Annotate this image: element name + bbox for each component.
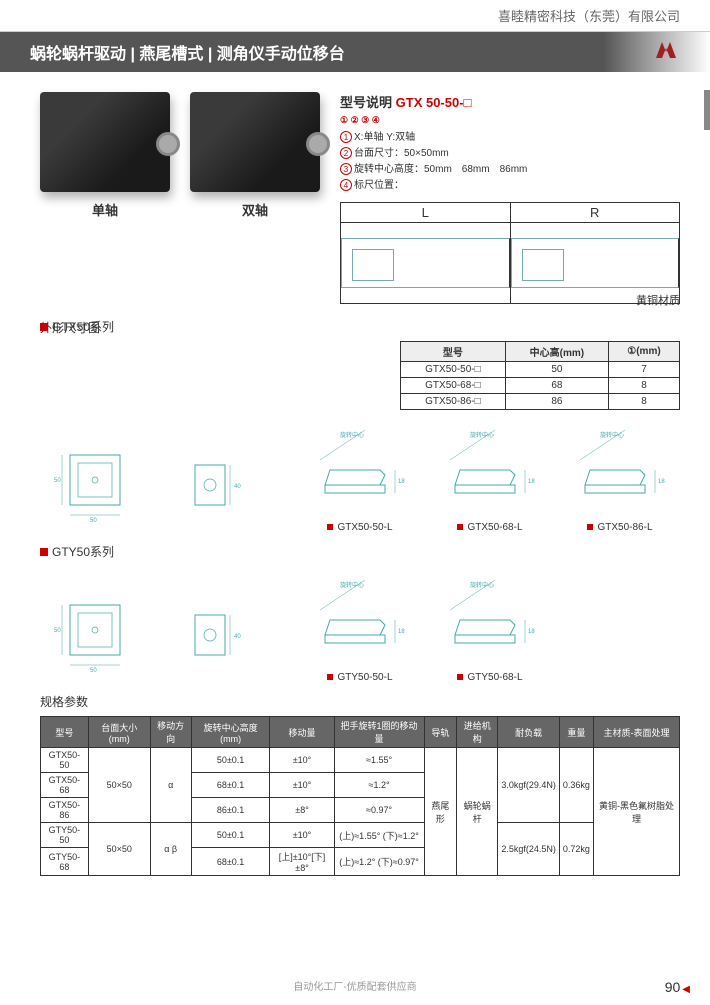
svg-text:18: 18	[398, 479, 405, 485]
mini-spec-table: 型号中心高(mm)①(mm)GTX50-50-□507GTX50-68-□688…	[400, 341, 680, 410]
technical-drawing: 40	[170, 440, 290, 533]
logo-icon	[652, 38, 680, 66]
lr-header-r: R	[511, 203, 680, 222]
svg-text:18: 18	[398, 629, 405, 635]
svg-text:18: 18	[658, 479, 665, 485]
page-title: 蜗轮蜗杆驱动 | 燕尾槽式 | 测角仪手动位移台	[30, 46, 345, 63]
technical-drawing: 40	[170, 590, 290, 683]
series-gty: GTY50系列	[40, 543, 680, 560]
title-bar: 蜗轮蜗杆驱动 | 燕尾槽式 | 测角仪手动位移台	[0, 32, 710, 72]
series-gtx-text: GTX50系列	[52, 320, 114, 334]
model-code: GTX 50-50-□	[396, 95, 472, 110]
technical-drawing: 18 旋转中心 GTY50-68-L	[430, 575, 550, 683]
svg-text:18: 18	[528, 479, 535, 485]
svg-text:18: 18	[528, 629, 535, 635]
svg-text:旋转中心: 旋转中心	[470, 431, 494, 439]
spec-label: 规格参数	[40, 693, 680, 710]
technical-drawing: 18 旋转中心 GTX50-86-L	[560, 425, 680, 533]
company-name: 喜睦精密科技（东莞）有限公司	[0, 0, 710, 32]
svg-text:40: 40	[234, 634, 241, 640]
gty-drawings-row: 50 50 40 18 旋转中心 GTY50-50-L 18 旋转中心 GTY5…	[40, 575, 680, 683]
svg-text:50: 50	[54, 478, 61, 484]
svg-text:旋转中心: 旋转中心	[600, 431, 624, 439]
product-image-dual	[190, 92, 320, 192]
technical-drawing: 18 旋转中心 GTX50-50-L	[300, 425, 420, 533]
technical-drawing: 18 旋转中心 GTY50-50-L	[300, 575, 420, 683]
svg-text:旋转中心: 旋转中心	[340, 431, 364, 439]
series-gty-text: GTY50系列	[52, 545, 114, 559]
product-image-single	[40, 92, 170, 192]
product-label-single: 单轴	[92, 200, 118, 219]
svg-text:40: 40	[234, 484, 241, 490]
svg-text:50: 50	[54, 628, 61, 634]
page-number: 90	[665, 979, 690, 995]
svg-text:旋转中心: 旋转中心	[470, 581, 494, 589]
model-subnums: ① ② ③ ④	[340, 115, 380, 125]
lr-header-l: L	[341, 203, 511, 222]
model-title: 型号说明 GTX 50-50-□ ① ② ③ ④	[340, 92, 680, 126]
model-lines: 1X:单轴 Y:双轴2台面尺寸：50×50mm3旋转中心高度：50mm 68mm…	[340, 130, 680, 194]
gtx-drawings-row: 50 50 40 18 旋转中心 GTX50-50-L 18 旋转中心 GTX5…	[40, 425, 680, 533]
lr-table: L R	[340, 202, 680, 304]
svg-text:50: 50	[90, 518, 97, 524]
schematic-l	[341, 238, 510, 288]
schematic-r	[511, 238, 680, 288]
side-marker	[704, 90, 710, 130]
product-label-dual: 双轴	[242, 200, 268, 219]
footer-text: 自动化工厂-优质配套供应商	[0, 978, 710, 993]
svg-text:50: 50	[90, 668, 97, 674]
technical-drawing: 50 50	[40, 590, 160, 683]
series-gtx: GTX50系列	[40, 318, 680, 335]
model-desc-label: 型号说明	[340, 95, 392, 110]
svg-text:旋转中心: 旋转中心	[340, 581, 364, 589]
technical-drawing: 18 旋转中心 GTX50-68-L	[430, 425, 550, 533]
spec-table: 型号台面大小(mm)移动方向旋转中心高度(mm)移动量把手旋转1圈的移动量导轨进…	[40, 716, 680, 876]
technical-drawing: 50 50	[40, 440, 160, 533]
